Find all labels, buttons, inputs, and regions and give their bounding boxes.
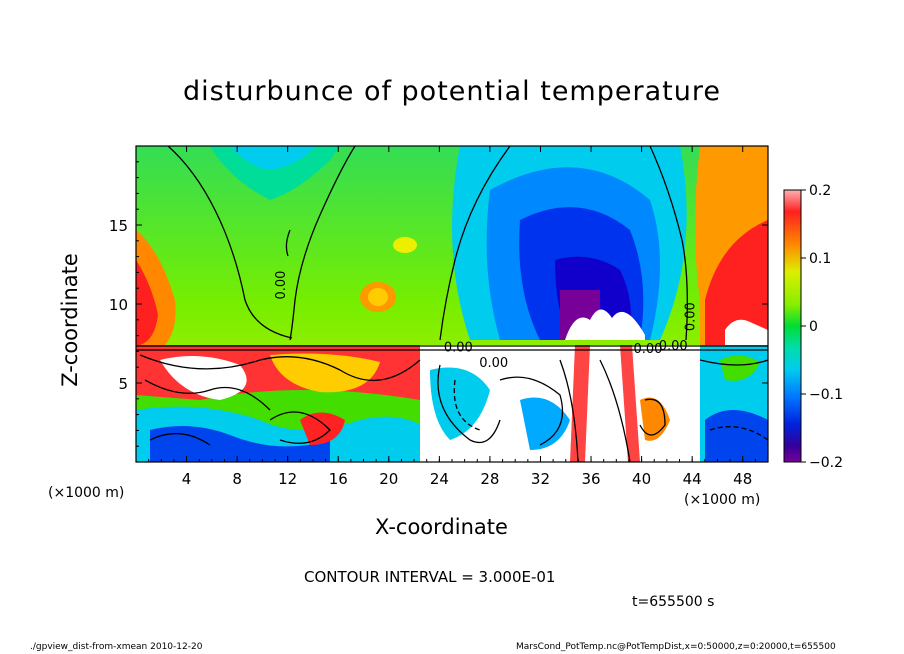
y-axis-label-text: Z-coordinate [58, 253, 82, 387]
y-axis: 5 10 15 [109, 161, 768, 447]
x-unit-left: (×1000 m) [48, 485, 125, 501]
colorbar-tick-label: −0.2 [809, 455, 843, 471]
chart-title: disturbunce of potential temperature [183, 76, 721, 107]
x-tick-label: 12 [278, 470, 297, 488]
contour-label: 0.00 [444, 340, 473, 355]
contour-labels: 0.000.000.000.000.000.00 [274, 271, 699, 372]
x-tick-label: 16 [329, 470, 348, 488]
x-axis-label: X-coordinate [375, 515, 508, 539]
x-tick-label: 8 [232, 470, 242, 488]
colorbar-tick-label: 0 [809, 319, 818, 335]
x-tick-label: 4 [182, 470, 192, 488]
contour-label: 0.00 [633, 342, 662, 357]
contour-lines [136, 146, 768, 462]
x-tick-label: 32 [531, 470, 550, 488]
footer-right: MarsCond_PotTemp.nc@PotTempDist,x=0:5000… [516, 642, 836, 652]
y-tick-label: 15 [109, 217, 128, 235]
contour-label: 0.00 [659, 339, 688, 354]
contour-label: 0.00 [274, 271, 289, 300]
colorbar-tick-label: −0.1 [809, 387, 843, 403]
footer-left: ./gpview_dist-from-xmean 2010-12-20 [30, 642, 203, 652]
y-tick-label: 5 [118, 375, 128, 393]
time-label: t=655500 s [632, 594, 715, 610]
contour-label: 0.00 [479, 356, 508, 371]
colorbar-ticks: 0.2 0.1 0 −0.1 −0.2 [801, 183, 843, 471]
x-tick-label: 24 [430, 470, 449, 488]
x-axis: 4 8 12 16 20 24 28 32 36 40 44 48 [148, 146, 756, 488]
x-unit-right: (×1000 m) [684, 492, 761, 508]
x-tick-label: 20 [379, 470, 398, 488]
y-tick-label: 10 [109, 296, 128, 314]
colorbar-tick-label: 0.2 [809, 183, 831, 199]
contour-interval: CONTOUR INTERVAL = 3.000E-01 [304, 568, 556, 586]
contour-label: 0.00 [684, 302, 699, 331]
x-tick-label: 44 [683, 470, 702, 488]
x-tick-label: 28 [480, 470, 499, 488]
x-tick-label: 48 [733, 470, 752, 488]
colorbar-tick-label: 0.1 [809, 251, 831, 267]
x-tick-label: 36 [581, 470, 600, 488]
x-tick-label: 40 [632, 470, 651, 488]
colorbar [783, 189, 802, 463]
temperature-field [136, 146, 768, 462]
